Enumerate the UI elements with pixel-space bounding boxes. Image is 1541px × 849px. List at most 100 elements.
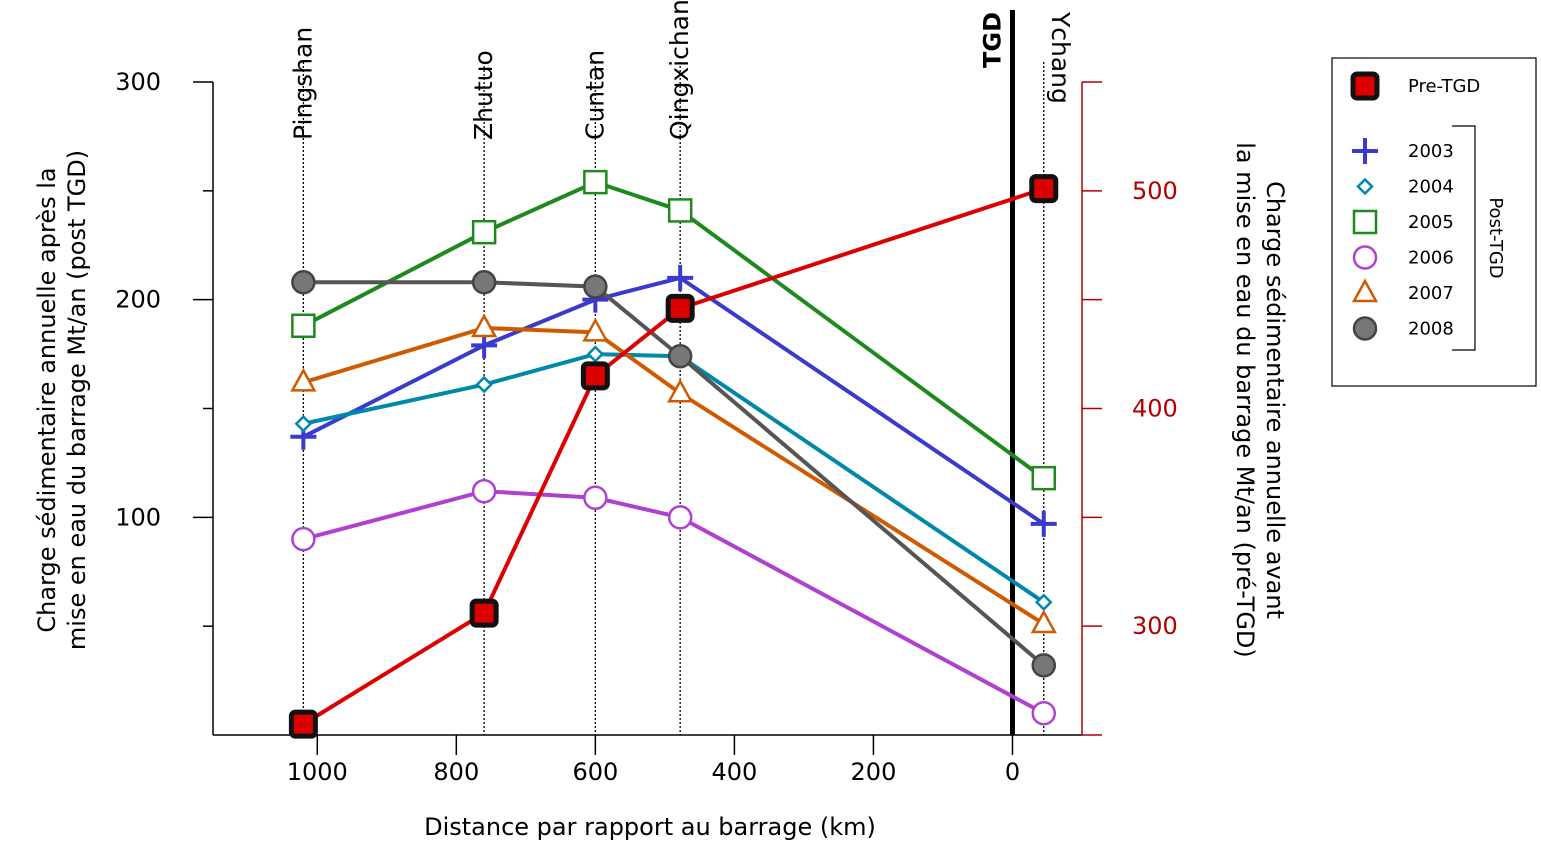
- series-2008-point-shape: [583, 274, 608, 299]
- series-2006-point-shape: [667, 505, 693, 530]
- series-2005-point-shape: [471, 219, 497, 245]
- series-2004-point: [475, 375, 493, 394]
- series-2005-point: [583, 169, 608, 195]
- tgd-label: TGD: [978, 12, 1006, 68]
- legend-group-label: Post-TGD: [1485, 197, 1506, 278]
- legend-label-2004: 2004: [1408, 177, 1454, 198]
- series-2006-point: [291, 526, 316, 552]
- station-label: Zhutuo: [469, 50, 498, 140]
- series-2007-point-shape: [582, 317, 609, 342]
- legend-label-pre-tgd: Pre-TGD: [1408, 76, 1480, 97]
- series-2005-point: [667, 198, 693, 223]
- legend-marker-2003: [1352, 138, 1378, 164]
- x-tick-label: 600: [572, 758, 618, 786]
- right-tick-label: 300: [1132, 612, 1178, 640]
- series-pre-tgd-point-shape: [580, 361, 610, 391]
- legend-group-bracket: [1452, 125, 1476, 351]
- legend-marker-2007: [1351, 278, 1379, 303]
- series-2008-line: [303, 280, 1046, 667]
- series-2004-point: [586, 345, 605, 363]
- series-pre-tgd-point: [288, 709, 318, 739]
- series-2008-point: [1031, 653, 1057, 678]
- series-2007-point: [667, 378, 694, 403]
- legend-label-2003: 2003: [1408, 141, 1454, 162]
- series-2004-point-shape: [294, 414, 313, 433]
- left-y-axis-label-line1: Charge sédimentaire annuelle après la: [33, 167, 61, 632]
- right-y-axis-label: Charge sédimentaire annuelle avant la mi…: [1231, 142, 1289, 658]
- legend-marker-2005-shape: [1352, 209, 1378, 235]
- x-tick-label: 800: [433, 758, 479, 786]
- x-tick-label: 200: [851, 758, 897, 786]
- series-pre-tgd-point: [469, 598, 499, 628]
- series-2008-point-shape: [291, 270, 316, 295]
- legend-marker-pre-tgd: [1350, 71, 1380, 101]
- series-2005-point: [1031, 465, 1057, 491]
- series-2003-point: [1030, 510, 1057, 537]
- series-2006-point-shape: [583, 485, 608, 510]
- series-pre-tgd-point-shape: [469, 598, 499, 628]
- series-2008-point-shape: [1031, 653, 1057, 678]
- labels: Pingshan Zhutuo Cuntan Qingxichang Ychang TGD: [288, 0, 1074, 140]
- right-y-axis-label-line2: la mise en eau du barrage Mt/an (pré-TGD…: [1231, 142, 1259, 658]
- x-axis-label: Distance par rapport au barrage (km): [424, 813, 876, 841]
- series-pre-tgd-point-shape: [1029, 174, 1059, 204]
- right-tick-label: 500: [1132, 177, 1178, 205]
- series-2005-point-shape: [583, 169, 608, 195]
- series-2008-point-shape: [667, 344, 693, 369]
- station-label: Ychang: [1046, 11, 1075, 104]
- series-2004-point-shape: [586, 345, 605, 363]
- series-2006-point: [667, 505, 693, 530]
- series-2005-point: [291, 313, 316, 339]
- legend-marker-2008: [1352, 316, 1378, 341]
- series-pre-tgd-point: [580, 361, 610, 391]
- series-2006-point: [471, 478, 497, 504]
- series-2006-point: [1031, 700, 1057, 726]
- series-2007-point-shape: [667, 378, 694, 403]
- axes: 100 200 300 1000 800 600 400 200 0 300 400 500: [115, 10, 1178, 786]
- series-2008-point: [583, 274, 608, 299]
- series-pre-tgd-point-shape: [665, 293, 695, 323]
- legend: Pre-TGD 2003 2004 2005 2006 2007 2008 Post-TGD: [1331, 57, 1537, 387]
- legend-marker-2004-shape: [1356, 177, 1374, 196]
- series-2003-point: [667, 264, 694, 291]
- series-2005-point-shape: [1031, 465, 1057, 491]
- right-tick-label: 400: [1132, 395, 1178, 423]
- x-tick-label: 400: [711, 758, 757, 786]
- station-label: Qingxichang: [665, 0, 694, 140]
- station-label: Pingshan: [288, 27, 317, 140]
- series-2007-point: [471, 313, 498, 338]
- left-y-axis-label: Charge sédimentaire annuelle après la mi…: [33, 150, 91, 650]
- legend-label-2006: 2006: [1408, 248, 1454, 269]
- series-2006-point-shape: [471, 478, 497, 504]
- series-2007-line: [302, 325, 1045, 626]
- series-2008-point: [291, 270, 316, 295]
- series-2006-point: [583, 485, 608, 510]
- legend-label-2005: 2005: [1408, 212, 1454, 233]
- series-2004-point-shape: [1034, 593, 1053, 611]
- left-tick-label: 300: [115, 68, 161, 96]
- left-y-axis-label-line2: mise en eau du barrage Mt/an (post TGD): [63, 150, 91, 650]
- series-2007-point-shape: [471, 313, 498, 338]
- series-2008-point: [667, 344, 693, 369]
- series-2005-point-shape: [667, 198, 693, 223]
- left-tick-label: 100: [115, 503, 161, 531]
- series-2004-point-shape: [475, 375, 493, 394]
- x-tick-label: 0: [1005, 758, 1020, 786]
- series-2004-point: [1034, 593, 1053, 611]
- x-tick-label: 1000: [287, 758, 348, 786]
- legend-marker-pre-tgd-shape: [1350, 71, 1380, 101]
- series-2007-point-shape: [290, 367, 317, 392]
- series-2008-point: [471, 270, 497, 295]
- series-2005-point: [471, 219, 497, 245]
- right-y-axis-label-line1: Charge sédimentaire annuelle avant: [1261, 181, 1289, 619]
- station-label: Cuntan: [580, 50, 609, 140]
- series-2007-point: [290, 367, 317, 392]
- series-layer: [288, 169, 1059, 739]
- legend-marker-2006: [1352, 245, 1378, 270]
- legend-label-2007: 2007: [1408, 283, 1454, 304]
- legend-label-2008: 2008: [1408, 319, 1454, 340]
- series-pre-tgd-point: [665, 293, 695, 323]
- series-2006-point-shape: [291, 526, 316, 552]
- left-tick-label: 200: [115, 286, 161, 314]
